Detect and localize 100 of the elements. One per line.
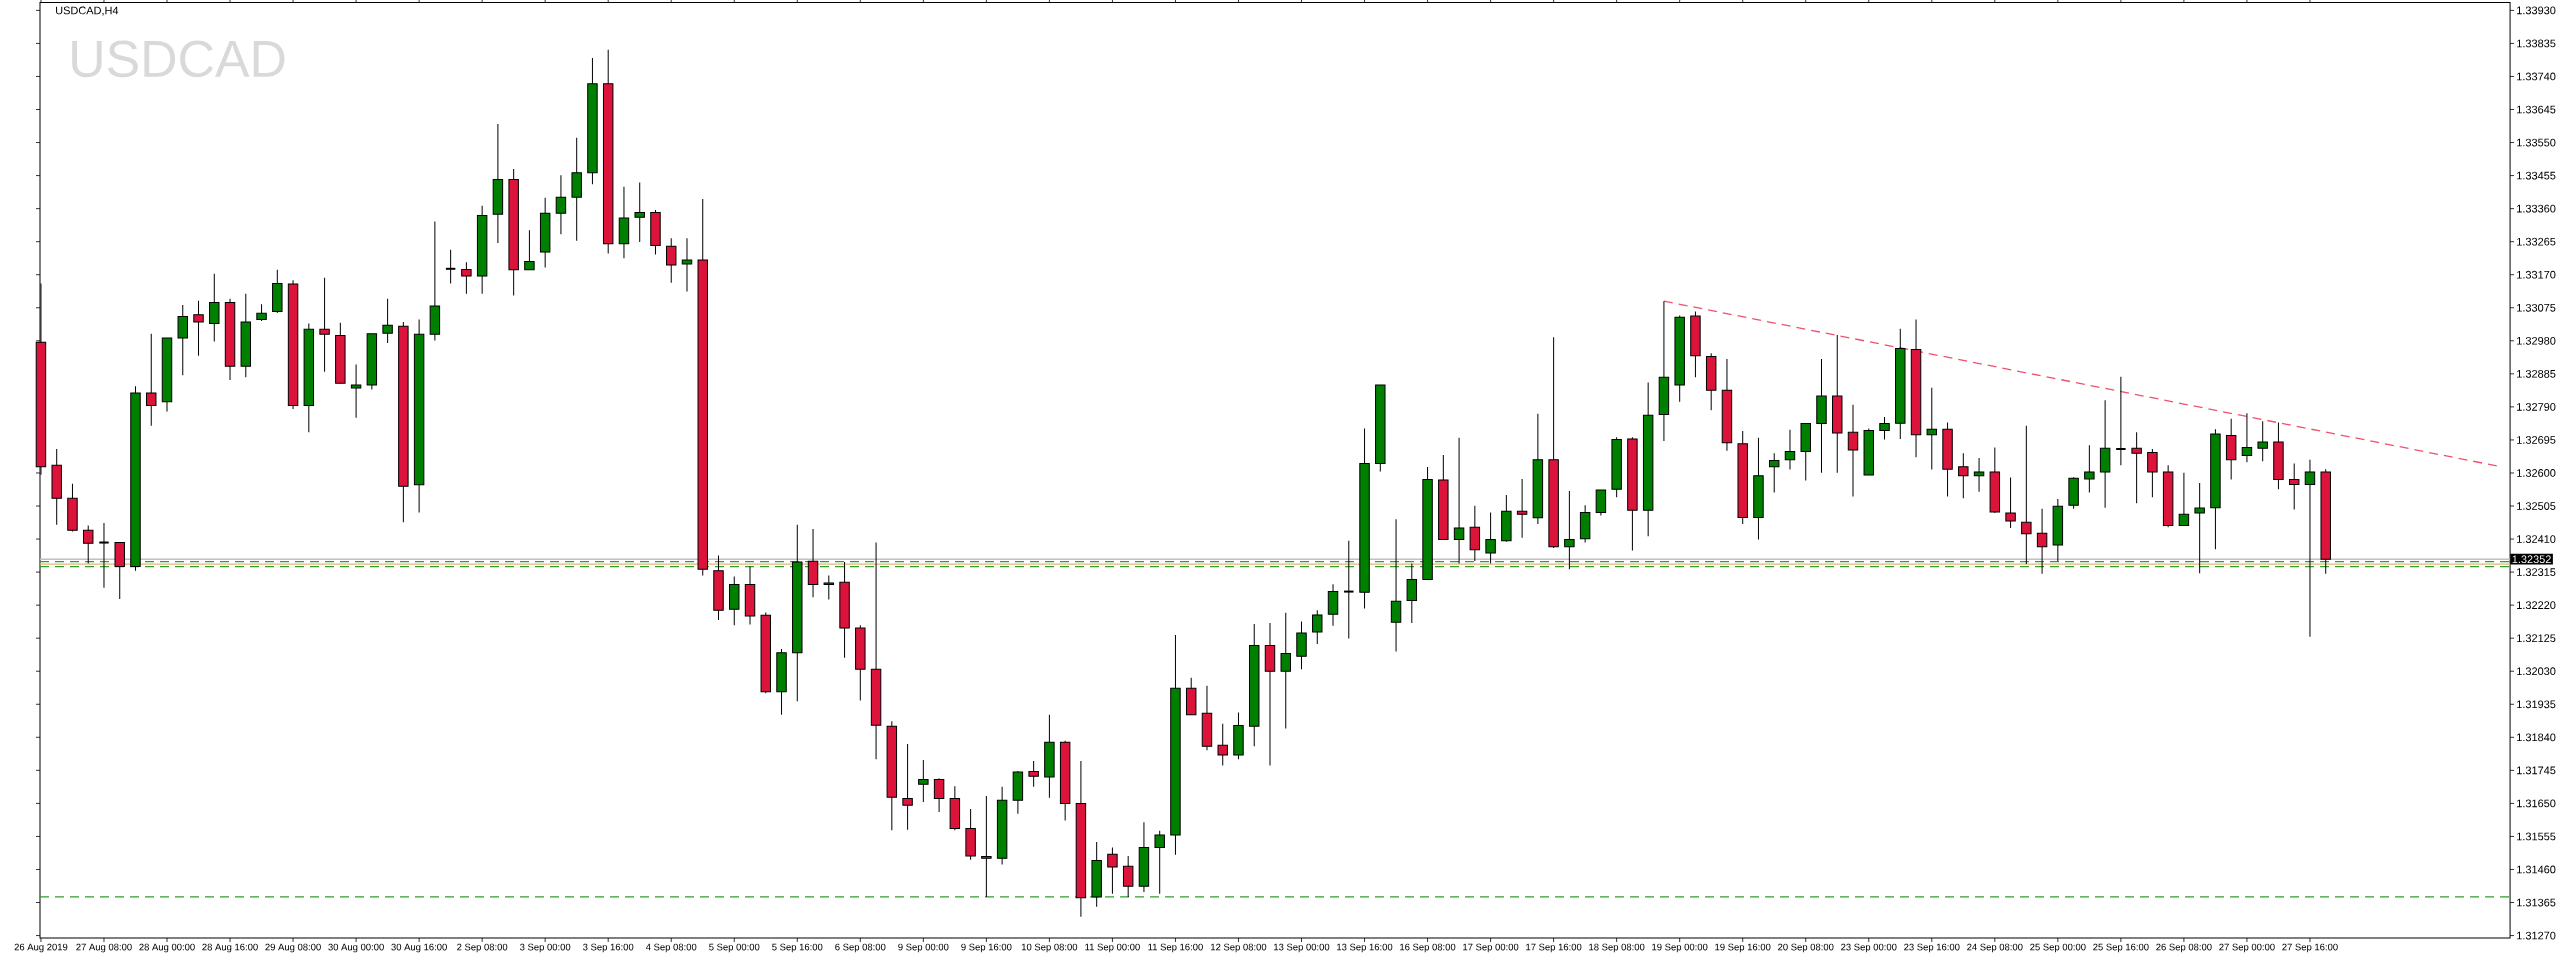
x-tick-label: 26 Aug 2019 — [14, 943, 68, 953]
y-tick-label: 1.32505 — [2517, 502, 2556, 510]
y-tick-label: 1.33930 — [2517, 6, 2556, 15]
candlestick — [1312, 609, 1323, 645]
x-tick-label: 5 Sep 00:00 — [709, 943, 760, 953]
y-tick-label: 1.33550 — [2517, 138, 2556, 147]
y-tick-label: 1.32790 — [2517, 403, 2556, 411]
candlestick — [1390, 518, 1402, 652]
x-tick-label: 27 Aug 08:00 — [76, 943, 132, 953]
candlestick — [1217, 723, 1228, 766]
y-tick-label: 1.31365 — [2517, 898, 2556, 907]
x-tick-label: 25 Sep 16:00 — [2093, 943, 2149, 953]
candlestick — [444, 249, 457, 284]
y-tick-label: 1.31650 — [2517, 799, 2556, 808]
x-tick-label: 29 Aug 08:00 — [265, 943, 321, 953]
candlestick — [2288, 463, 2300, 510]
candlestick — [902, 743, 913, 831]
candlestick — [2115, 376, 2127, 466]
candlestick — [1122, 855, 1134, 898]
y-tick-label: 1.32125 — [2517, 634, 2556, 643]
y-tick-label: 1.31555 — [2517, 832, 2556, 841]
candlestick — [2036, 508, 2048, 575]
x-tick-label: 19 Sep 16:00 — [1715, 943, 1771, 953]
candlestick — [2194, 482, 2205, 574]
candlestick — [1107, 847, 1118, 895]
x-tick-label: 9 Sep 00:00 — [898, 943, 949, 953]
candlestick — [319, 277, 330, 373]
candlestick — [461, 261, 472, 295]
x-tick-label: 17 Sep 00:00 — [1463, 943, 1519, 953]
x-tick-label: 5 Sep 16:00 — [772, 943, 823, 953]
y-tick-label: 1.33075 — [2517, 303, 2556, 312]
candlestick — [1469, 505, 1481, 562]
candlestick — [1564, 490, 1575, 570]
x-tick-label: 23 Sep 00:00 — [1841, 943, 1897, 953]
candlestick — [2178, 472, 2190, 526]
candlestick — [2241, 412, 2253, 463]
candlestick — [2099, 399, 2111, 509]
x-tick-label: 4 Sep 08:00 — [645, 943, 697, 953]
candlestick — [681, 237, 693, 292]
candlestick — [1327, 583, 1339, 627]
candlestick — [2131, 431, 2142, 504]
candlestick — [1847, 404, 1859, 498]
y-tick-label: 1.32695 — [2517, 436, 2556, 444]
y-tick-label: 1.32980 — [2517, 336, 2556, 345]
candlestick — [1154, 830, 1165, 895]
y-tick-label: 1.33265 — [2517, 237, 2556, 246]
candlestick — [1926, 387, 1938, 470]
y-tick-label: 1.31935 — [2517, 700, 2556, 709]
candlestick — [524, 229, 535, 271]
y-tick-label: 1.31460 — [2517, 865, 2556, 874]
x-tick-label: 13 Sep 00:00 — [1274, 943, 1330, 953]
candlestick — [1784, 429, 1796, 470]
x-tick-label: 9 Sep 16:00 — [961, 943, 1012, 953]
x-tick-label: 27 Sep 00:00 — [2219, 943, 2275, 953]
candlestick — [807, 528, 819, 598]
candlestick — [933, 777, 945, 813]
candlestick — [634, 182, 645, 243]
x-tick-label: 20 Sep 08:00 — [1778, 943, 1834, 953]
x-tick-label: 27 Sep 16:00 — [2282, 943, 2338, 953]
candlestick — [1958, 452, 1969, 499]
x-tick-label: 2 Sep 08:00 — [457, 943, 508, 953]
y-tick-label: 1.33835 — [2517, 39, 2556, 48]
x-tick-label: 26 Sep 08:00 — [2156, 943, 2212, 953]
candlestick — [555, 174, 567, 235]
candlestick — [2147, 448, 2158, 498]
candlestick — [1406, 562, 1418, 624]
y-tick-label: 1.33170 — [2517, 270, 2556, 279]
x-tick-label: 3 Sep 00:00 — [520, 943, 571, 953]
x-tick-label: 16 Sep 08:00 — [1400, 943, 1456, 953]
y-tick-label: 1.31745 — [2517, 766, 2556, 775]
candlestick — [177, 304, 188, 376]
x-tick-label: 30 Aug 00:00 — [328, 943, 384, 953]
candlestick — [2304, 459, 2316, 638]
x-tick-label: 19 Sep 00:00 — [1652, 943, 1708, 953]
x-tick-label: 28 Aug 00:00 — [139, 943, 195, 953]
candlestick — [382, 298, 393, 344]
candlestick — [918, 759, 929, 803]
y-tick-label: 1.33740 — [2517, 72, 2556, 81]
y-tick-label: 1.32600 — [2517, 469, 2556, 477]
candlestick — [1973, 457, 1985, 493]
candlestick — [98, 522, 110, 589]
candlestick — [1280, 612, 1291, 730]
x-tick-label: 17 Sep 16:00 — [1526, 943, 1582, 953]
candlestick — [1296, 620, 1307, 670]
candlestick — [82, 524, 94, 564]
x-tick-label: 24 Sep 08:00 — [1967, 943, 2023, 953]
candlestick — [1453, 437, 1465, 564]
candlestick — [2021, 425, 2032, 565]
x-tick-label: 3 Sep 16:00 — [583, 943, 634, 953]
x-tick-label: 18 Sep 08:00 — [1589, 943, 1645, 953]
candlestick — [1028, 760, 1039, 788]
y-tick-label: 1.32220 — [2517, 601, 2556, 610]
candlestick — [823, 575, 835, 601]
chart-title: USDCAD,H4 — [56, 6, 119, 16]
candlestick — [666, 237, 677, 284]
x-tick-label: 28 Aug 16:00 — [202, 943, 258, 953]
x-tick-label: 11 Sep 16:00 — [1148, 943, 1203, 953]
y-tick-label: 1.32315 — [2517, 568, 2556, 576]
x-tick-label: 10 Sep 08:00 — [1021, 943, 1078, 953]
ref-line-label: 1.32352 — [2512, 555, 2551, 564]
